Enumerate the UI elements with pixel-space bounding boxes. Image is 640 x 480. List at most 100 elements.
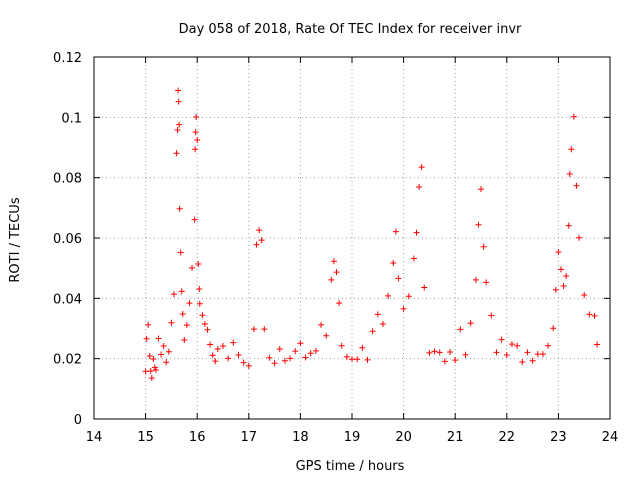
- y-tick-label: 0: [74, 413, 82, 428]
- data-point: [379, 320, 386, 327]
- data-point: [441, 358, 448, 365]
- data-point: [359, 344, 366, 351]
- data-point: [176, 121, 183, 128]
- data-point: [147, 368, 154, 375]
- data-point: [189, 264, 196, 271]
- data-point: [369, 328, 376, 335]
- y-tick-label: 0.08: [53, 172, 82, 187]
- data-point: [158, 351, 165, 358]
- data-point: [196, 300, 203, 307]
- data-point: [253, 241, 260, 248]
- data-point: [503, 352, 510, 359]
- data-point: [426, 349, 433, 356]
- data-point: [174, 127, 181, 134]
- data-point: [209, 352, 216, 359]
- data-point: [165, 348, 172, 355]
- data-point: [192, 129, 199, 136]
- data-point: [563, 273, 570, 280]
- data-point: [256, 227, 263, 234]
- data-point: [204, 326, 211, 333]
- data-point: [195, 260, 202, 267]
- grid: [94, 57, 610, 419]
- data-point: [447, 349, 454, 356]
- data-point: [573, 182, 580, 189]
- x-axis-label: GPS time / hours: [296, 459, 405, 474]
- data-point: [349, 356, 355, 363]
- data-point: [199, 312, 206, 319]
- y-tick-label: 0.1: [61, 111, 82, 126]
- data-point: [539, 351, 546, 358]
- data-point: [192, 146, 199, 153]
- data-point: [586, 311, 593, 318]
- data-point: [281, 357, 288, 364]
- data-point: [488, 312, 495, 319]
- data-point: [336, 300, 343, 307]
- data-point: [181, 336, 188, 343]
- data-point: [142, 368, 149, 375]
- data-point: [480, 243, 487, 250]
- data-point: [176, 205, 183, 212]
- data-point: [421, 284, 428, 291]
- data-point: [179, 311, 186, 318]
- data-point: [307, 350, 314, 357]
- x-tick-label: 15: [137, 430, 154, 445]
- x-tick-label: 17: [241, 430, 258, 445]
- x-tick-label: 19: [344, 430, 361, 445]
- data-point: [168, 319, 175, 326]
- data-point: [175, 98, 182, 105]
- data-point: [186, 300, 193, 307]
- data-point: [416, 184, 423, 191]
- data-point: [225, 355, 232, 362]
- series-0: [142, 87, 601, 381]
- data-point: [261, 326, 268, 333]
- y-tick-label: 0.02: [53, 353, 82, 368]
- y-tick-label: 0.12: [53, 51, 82, 66]
- data-point: [148, 374, 155, 381]
- data-point: [178, 288, 185, 295]
- data-point: [457, 326, 464, 333]
- x-tick-label: 24: [602, 430, 619, 445]
- data-point: [146, 352, 153, 359]
- data-point: [201, 320, 208, 327]
- data-point: [498, 336, 505, 343]
- data-point: [318, 321, 325, 328]
- chart-title: Day 058 of 2018, Rate Of TEC Index for r…: [179, 22, 522, 37]
- data-point: [230, 339, 237, 346]
- data-point: [591, 312, 598, 319]
- data-point: [385, 292, 392, 299]
- data-point: [177, 249, 184, 256]
- data-point: [478, 186, 484, 193]
- data-point: [560, 282, 567, 289]
- data-point: [323, 332, 330, 339]
- data-point: [271, 360, 278, 367]
- data-point: [545, 342, 552, 349]
- data-point: [354, 356, 361, 363]
- data-point: [160, 342, 167, 349]
- y-axis-label: ROTI / TECUs: [8, 197, 23, 282]
- data-point: [235, 352, 242, 359]
- data-point: [550, 325, 557, 332]
- data-point: [155, 335, 162, 342]
- data-point: [483, 279, 490, 286]
- data-point: [328, 276, 335, 283]
- data-point: [529, 357, 536, 364]
- x-tick-label: 21: [447, 430, 464, 445]
- data-point: [395, 275, 402, 282]
- data-point: [436, 349, 443, 356]
- data-point: [508, 341, 515, 348]
- data-point: [392, 228, 399, 235]
- data-point: [514, 342, 521, 349]
- data-point: [555, 249, 562, 256]
- data-point: [493, 349, 500, 356]
- data-point: [364, 356, 371, 363]
- data-point: [175, 87, 182, 94]
- data-point: [276, 346, 283, 353]
- data-point: [524, 349, 531, 356]
- data-point: [405, 293, 412, 300]
- data-point: [410, 255, 417, 262]
- data-point: [143, 335, 150, 342]
- data-point: [287, 355, 294, 362]
- data-point: [207, 341, 214, 348]
- data-point: [576, 234, 583, 241]
- data-point: [338, 342, 345, 349]
